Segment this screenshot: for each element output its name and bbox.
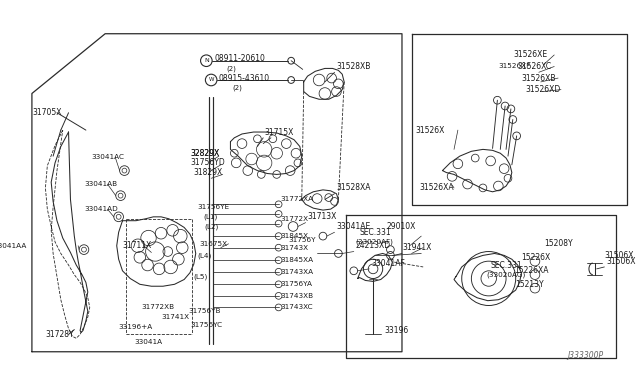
Text: (L5): (L5) xyxy=(194,273,208,280)
Text: 31743XC: 31743XC xyxy=(280,304,313,310)
Text: 31528XB: 31528XB xyxy=(337,62,371,71)
Text: J333300P: J333300P xyxy=(568,351,604,360)
Text: 31705X: 31705X xyxy=(32,108,61,117)
Text: 33041AC: 33041AC xyxy=(92,154,125,160)
Text: (33020AG): (33020AG) xyxy=(487,272,526,278)
Text: 31756YE: 31756YE xyxy=(198,204,230,210)
Text: 31526XD: 31526XD xyxy=(525,85,561,94)
Text: 31941X: 31941X xyxy=(402,243,431,252)
Text: (33020AF): (33020AF) xyxy=(356,239,394,245)
Text: 31526XA: 31526XA xyxy=(419,183,454,192)
Text: W: W xyxy=(209,77,214,83)
Text: 31756YB: 31756YB xyxy=(188,308,221,314)
Text: SEC.331: SEC.331 xyxy=(360,228,391,237)
Text: 15226X: 15226X xyxy=(522,253,551,262)
Text: 31526XB: 31526XB xyxy=(522,74,556,83)
Text: 31528XA: 31528XA xyxy=(337,183,371,192)
Text: (2): (2) xyxy=(227,65,236,72)
Text: 15213Y: 15213Y xyxy=(516,280,545,289)
Text: 31845X: 31845X xyxy=(280,233,308,239)
Text: 24213XD: 24213XD xyxy=(356,241,391,250)
Text: 33041AF: 33041AF xyxy=(371,259,405,267)
Text: 15226XA: 15226XA xyxy=(514,266,548,275)
Text: 32829X: 32829X xyxy=(190,149,220,158)
Text: (2): (2) xyxy=(232,84,243,91)
Text: 31728Y: 31728Y xyxy=(45,330,74,339)
Text: 31772X: 31772X xyxy=(280,216,308,222)
Text: 31756YA: 31756YA xyxy=(280,281,312,287)
Text: SEC.331: SEC.331 xyxy=(491,260,522,270)
Text: 31526X: 31526X xyxy=(415,126,445,135)
Text: N: N xyxy=(204,58,209,63)
Text: 31506X: 31506X xyxy=(606,257,636,266)
Text: 31526XF: 31526XF xyxy=(499,64,531,70)
Text: 31743XB: 31743XB xyxy=(280,293,314,299)
Text: 31711X: 31711X xyxy=(122,241,152,250)
Text: 33041AB: 33041AB xyxy=(84,181,117,187)
Text: (L1): (L1) xyxy=(204,214,218,220)
Text: 31743X: 31743X xyxy=(280,245,308,251)
Text: 33196: 33196 xyxy=(385,326,409,335)
Text: 33196+A: 33196+A xyxy=(118,324,153,330)
Text: 31715X: 31715X xyxy=(264,128,294,137)
Text: 32829X: 32829X xyxy=(190,149,220,158)
Text: 31756YD: 31756YD xyxy=(190,158,225,167)
Text: (L2): (L2) xyxy=(204,223,219,230)
Text: 08915-43610: 08915-43610 xyxy=(219,74,270,83)
Text: 33041AE: 33041AE xyxy=(337,222,371,231)
Text: 31845XA: 31845XA xyxy=(280,257,314,263)
Text: 31675X: 31675X xyxy=(200,241,228,247)
Text: 29010X: 29010X xyxy=(387,222,416,231)
Text: 31756Y: 31756Y xyxy=(288,237,316,243)
Text: 31756YC: 31756YC xyxy=(190,322,222,328)
Text: 31743XA: 31743XA xyxy=(280,269,314,275)
Text: 33041AD: 33041AD xyxy=(84,206,118,212)
Text: 31772XB: 31772XB xyxy=(142,304,175,310)
Text: (L4): (L4) xyxy=(198,252,212,259)
Text: 33041AA: 33041AA xyxy=(0,243,27,249)
Text: 31829X: 31829X xyxy=(194,168,223,177)
Text: 31713X: 31713X xyxy=(308,212,337,221)
Text: 31526XE: 31526XE xyxy=(514,51,548,60)
Text: 31526XC: 31526XC xyxy=(518,62,552,71)
Text: 15208Y: 15208Y xyxy=(545,239,573,248)
Text: 33041A: 33041A xyxy=(134,339,162,345)
Text: 08911-20610: 08911-20610 xyxy=(214,54,265,63)
Text: 31741X: 31741X xyxy=(161,314,189,320)
Text: 31772XA: 31772XA xyxy=(280,196,314,202)
Text: 31506X: 31506X xyxy=(604,251,634,260)
